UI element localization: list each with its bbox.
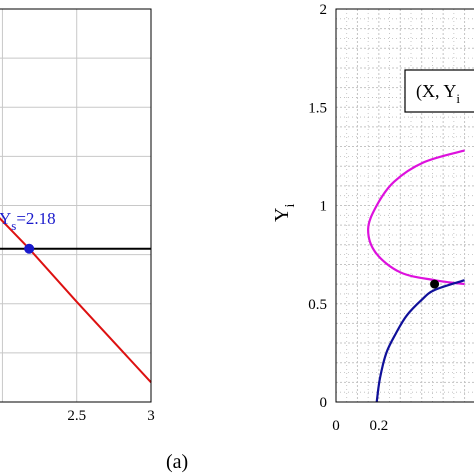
annotation-value: =2.18 <box>16 209 55 228</box>
right-x-tick-labels: 0 0.2 <box>332 418 388 434</box>
left-series-red-curve <box>0 217 152 384</box>
legend-box-subscript: i <box>456 91 460 106</box>
left-x-tick-labels: 2.5 3 <box>67 408 154 424</box>
svg-text:(X, Yi: (X, Yi <box>416 81 460 106</box>
annotation-symbol: Y <box>0 209 11 228</box>
legend-box-text: (X, Y <box>416 81 456 102</box>
right-y-tick-label: 2 <box>320 2 328 18</box>
right-plot-frame <box>335 8 474 403</box>
right-x-tick-label: 0 <box>332 418 340 434</box>
right-y-tick-label: 1.5 <box>308 100 327 116</box>
left-x-tick-label: 2.5 <box>67 408 86 424</box>
left-panel: 2.5 3 Ys=2.18 <box>0 8 155 424</box>
right-markers <box>430 279 440 289</box>
right-marker-point <box>430 279 440 289</box>
left-series <box>0 217 152 384</box>
right-series-blue-curve <box>375 279 465 403</box>
right-x-tick-label: 0.2 <box>369 418 388 434</box>
panel-label: (a) <box>166 451 188 473</box>
right-grid <box>336 9 474 402</box>
right-legend-box: (X, Yi <box>404 69 474 113</box>
ylabel-subscript: i <box>283 204 298 208</box>
right-panel: 0 0.2 00.511.52 Yi (X, Yi <box>271 2 474 434</box>
right-y-axis-label: Yi <box>271 204 298 222</box>
right-y-tick-labels: 0 0.5 1 1.5 2 <box>308 2 327 411</box>
right-y-tick-label: 1 <box>320 199 328 215</box>
left-markers <box>24 243 35 254</box>
left-x-tick-label: 3 <box>147 408 155 424</box>
right-series <box>367 149 465 403</box>
left-plot-frame <box>0 8 152 403</box>
right-series-magenta-curve <box>367 149 465 286</box>
annotation-subscript: s <box>11 218 16 233</box>
ylabel-symbol: Y <box>271 208 293 222</box>
right-y-tick-label: 0.5 <box>308 297 327 313</box>
left-annotation: Ys=2.18 <box>0 209 56 233</box>
left-marker-point <box>24 243 35 254</box>
right-minor-grid <box>336 9 474 402</box>
left-grid <box>0 9 151 402</box>
right-y-tick-label: 0 <box>320 395 328 411</box>
